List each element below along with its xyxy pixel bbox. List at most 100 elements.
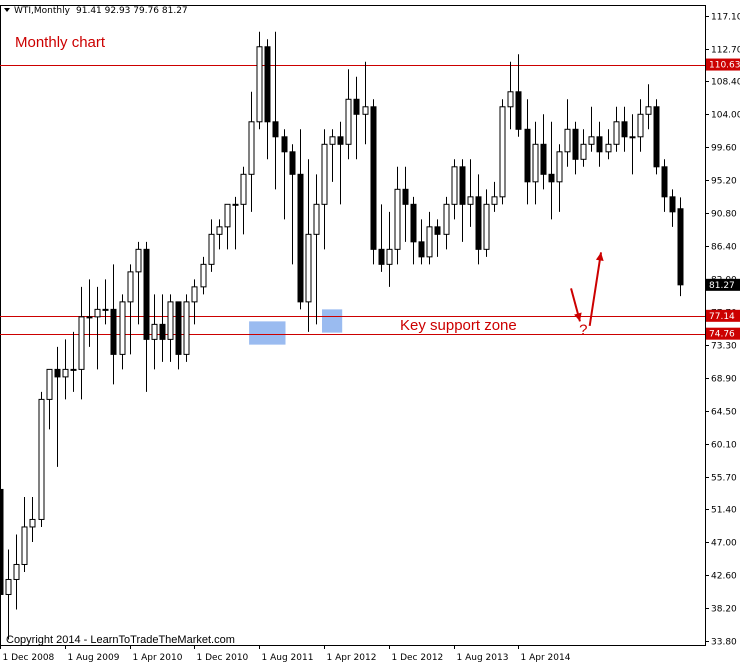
candle-body: [386, 248, 393, 265]
chart-title-annotation: Monthly chart: [15, 34, 106, 51]
candle-body: [38, 398, 45, 520]
x-tick-label: 1 Apr 2010: [133, 653, 183, 663]
y-tick-label: 86.40: [711, 243, 737, 253]
y-tick-label: 104.00: [711, 111, 740, 121]
y-tick-label: 64.50: [711, 408, 737, 418]
candle-body: [297, 173, 304, 303]
candle-body: [345, 98, 352, 145]
candle: [386, 211, 393, 287]
candle-body: [289, 151, 296, 175]
candle-body: [362, 106, 369, 115]
candle-body: [483, 203, 490, 250]
candle: [297, 129, 304, 310]
candle: [548, 121, 555, 220]
support-zone-label: Key support zone: [400, 317, 517, 334]
candle: [313, 174, 320, 325]
candle: [653, 99, 660, 175]
level-badge-1-bg: [706, 58, 740, 71]
candle: [556, 144, 563, 212]
candle: [46, 368, 53, 430]
support-zone-box-1: [249, 321, 286, 345]
candle-body: [305, 233, 312, 303]
candle: [532, 121, 539, 205]
candle: [499, 99, 506, 205]
candle-body: [256, 46, 263, 123]
current-price-badge: 81.27: [706, 278, 740, 291]
projection-arrow-1: [570, 288, 582, 322]
candle-body: [151, 323, 158, 340]
candle-body: [5, 578, 12, 595]
y-tick-label: 95.20: [711, 177, 737, 187]
candle-body: [94, 308, 101, 318]
candle: [491, 181, 498, 212]
candle-body: [394, 188, 401, 250]
candle-body: [54, 368, 61, 378]
y-tick-label: 68.90: [711, 375, 737, 385]
candle-body: [86, 316, 93, 319]
candle: [216, 219, 223, 250]
y-tick-label: 99.60: [711, 144, 737, 154]
candle: [167, 294, 174, 362]
candle-body: [402, 188, 409, 205]
projection-arrow-2: [588, 252, 604, 327]
arrow-head-icon: [574, 312, 582, 322]
candle: [94, 286, 101, 370]
level-badge-3-text: 74.76: [709, 330, 735, 340]
current-price-badge-text: 81.27: [709, 281, 735, 291]
candle: [102, 279, 109, 325]
y-tick-label: 73.30: [711, 342, 737, 352]
candle-body: [499, 106, 506, 198]
candle: [232, 196, 239, 250]
candle-body: [175, 301, 182, 355]
candle-body: [0, 488, 4, 595]
candle: [337, 121, 344, 205]
candle-body: [370, 106, 377, 250]
candle: [467, 159, 474, 227]
candle-body: [434, 226, 441, 235]
candle-body: [507, 91, 514, 108]
candle: [289, 144, 296, 265]
candle: [524, 99, 531, 205]
candle-body: [224, 203, 231, 228]
candle-body: [661, 166, 668, 198]
candle-body: [669, 196, 676, 213]
dropdown-triangle-icon[interactable]: [4, 8, 10, 12]
candle: [256, 31, 263, 130]
candle-body: [451, 166, 458, 205]
candle: [629, 114, 636, 175]
candle-body: [613, 121, 620, 145]
support-zone-box-2: [322, 309, 343, 333]
candle-body: [540, 143, 547, 175]
candle-body: [46, 368, 53, 400]
candle-body: [645, 106, 652, 115]
x-tick-label: 1 Aug 2011: [262, 653, 314, 663]
candle: [78, 286, 85, 400]
candle: [305, 159, 312, 332]
candle-body: [78, 316, 85, 370]
candle-body: [29, 518, 36, 528]
candle: [345, 69, 352, 160]
candle: [540, 114, 547, 190]
y-tick-label: 112.70: [711, 46, 740, 56]
level-badge-3: 74.76: [706, 327, 740, 340]
y-tick-label: 33.80: [711, 638, 737, 648]
candle: [613, 106, 620, 152]
level-badge-2-text: 77.14: [709, 312, 735, 322]
candle: [13, 534, 20, 610]
candle: [329, 129, 336, 182]
candle: [119, 294, 126, 370]
x-tick-label: 1 Apr 2014: [521, 653, 571, 663]
candle-body: [281, 136, 288, 153]
candle: [426, 211, 433, 265]
level-badge-2: 77.14: [706, 309, 740, 322]
candle-body: [491, 196, 498, 205]
candle: [159, 294, 166, 362]
candle: [564, 99, 571, 167]
candle-body: [418, 241, 425, 258]
level-badge-3-bg: [706, 327, 740, 340]
candle: [151, 294, 158, 370]
candle: [588, 106, 595, 152]
candle: [110, 264, 117, 385]
y-tick-label: 38.20: [711, 605, 737, 615]
